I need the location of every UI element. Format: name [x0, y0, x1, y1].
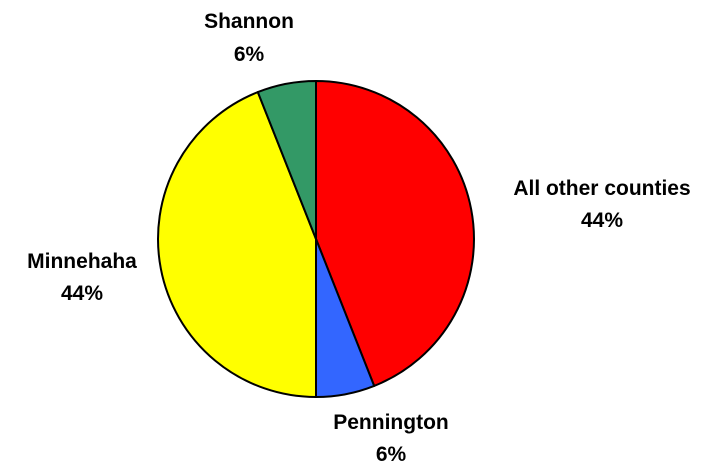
pie-slice-all-other-counties — [315, 80, 475, 387]
label-pennington-name: Pennington — [333, 411, 448, 434]
pie-slice-shannon — [256, 80, 317, 240]
pie-slice-minnehaha — [157, 91, 317, 398]
label-shannon-value: 6% — [234, 43, 265, 66]
label-minnehaha-value: 44% — [61, 282, 103, 305]
label-all-other-counties-value: 44% — [581, 209, 623, 232]
pie-slices — [157, 80, 475, 398]
label-pennington-value: 6% — [376, 443, 407, 466]
label-all-other-counties-name: All other counties — [513, 177, 690, 200]
label-minnehaha-name: Minnehaha — [27, 250, 137, 273]
label-shannon-name: Shannon — [204, 10, 294, 33]
